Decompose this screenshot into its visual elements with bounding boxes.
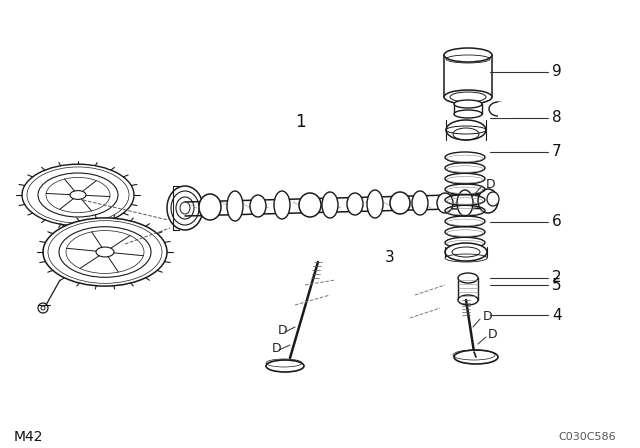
Ellipse shape [176, 197, 194, 219]
Ellipse shape [367, 190, 383, 218]
Ellipse shape [70, 190, 86, 199]
Ellipse shape [458, 273, 478, 283]
Ellipse shape [38, 173, 118, 217]
Ellipse shape [180, 202, 190, 214]
Text: 5: 5 [552, 277, 562, 293]
Text: 6: 6 [552, 215, 562, 229]
Text: D: D [486, 177, 495, 190]
Ellipse shape [454, 100, 482, 108]
Text: 2: 2 [552, 271, 562, 285]
Ellipse shape [96, 247, 114, 257]
Ellipse shape [199, 194, 221, 220]
Ellipse shape [299, 193, 321, 217]
Ellipse shape [457, 190, 473, 216]
Ellipse shape [390, 192, 410, 214]
Ellipse shape [487, 192, 499, 206]
Text: 7: 7 [552, 145, 562, 159]
Ellipse shape [454, 110, 482, 118]
Ellipse shape [22, 164, 134, 226]
Text: 8: 8 [552, 111, 562, 125]
Text: 3: 3 [385, 250, 395, 266]
Ellipse shape [444, 48, 492, 62]
Text: 1: 1 [295, 113, 306, 131]
Text: D: D [272, 341, 282, 354]
Text: 9: 9 [552, 65, 562, 79]
Bar [498, 102, 512, 118]
Ellipse shape [167, 186, 203, 230]
Ellipse shape [227, 191, 243, 221]
Ellipse shape [478, 189, 498, 213]
Ellipse shape [43, 218, 167, 286]
Ellipse shape [458, 295, 478, 305]
Ellipse shape [412, 191, 428, 215]
Text: D: D [488, 327, 498, 340]
Ellipse shape [322, 192, 338, 218]
Ellipse shape [454, 350, 498, 364]
Circle shape [41, 306, 45, 310]
Ellipse shape [274, 191, 290, 219]
Ellipse shape [437, 193, 453, 213]
Ellipse shape [347, 193, 363, 215]
Ellipse shape [171, 191, 199, 225]
Ellipse shape [444, 90, 492, 104]
Ellipse shape [266, 360, 304, 372]
Ellipse shape [445, 243, 487, 261]
Ellipse shape [446, 120, 486, 140]
Text: 4: 4 [552, 307, 562, 323]
Text: M42: M42 [14, 430, 44, 444]
Text: C030C586: C030C586 [558, 432, 616, 442]
Ellipse shape [250, 195, 266, 217]
Text: D: D [483, 310, 493, 323]
Text: D: D [278, 323, 287, 336]
